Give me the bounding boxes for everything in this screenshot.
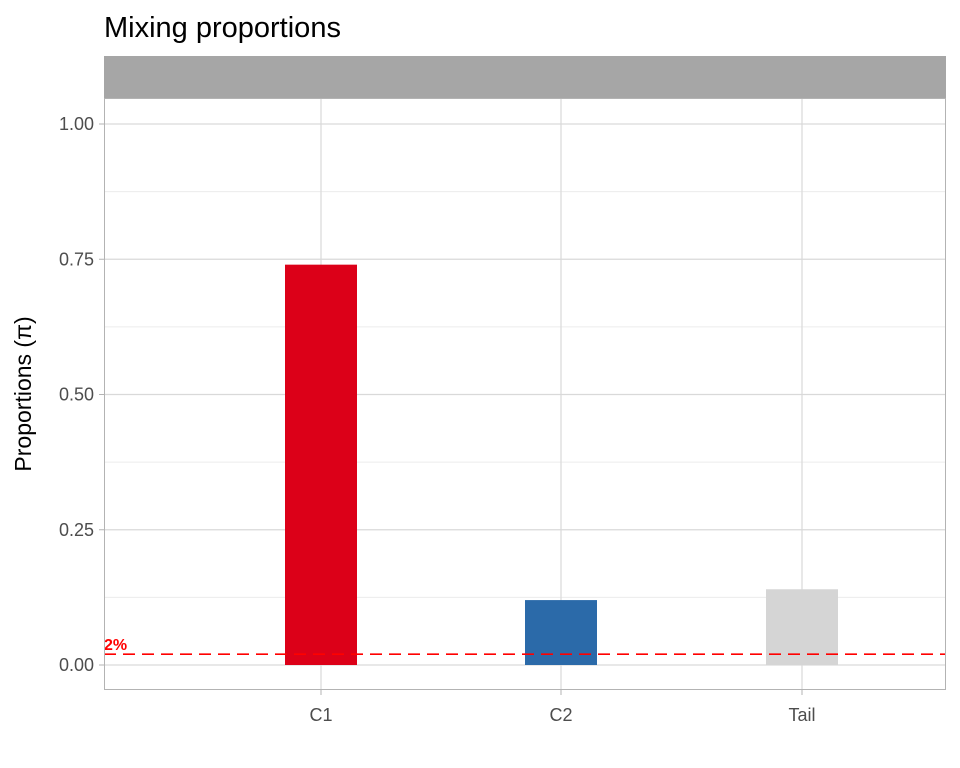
panel-border xyxy=(104,98,946,690)
bar-c1 xyxy=(285,264,357,665)
x-axis-ticks: C1 C2 Tail xyxy=(309,690,816,725)
y-tick-label: 0.75 xyxy=(59,249,94,269)
y-tick-label: 0.50 xyxy=(59,385,94,405)
bar-c2 xyxy=(525,600,597,665)
reference-line-label: 2% xyxy=(104,637,127,654)
facet-strip xyxy=(104,56,946,98)
bars xyxy=(285,264,838,665)
x-tick-label: Tail xyxy=(788,705,815,725)
chart-title: Mixing proportions xyxy=(104,12,341,44)
x-tick-label: C2 xyxy=(549,705,572,725)
reference-line-group: 2% xyxy=(104,637,946,655)
y-axis-ticks: 0.00 0.25 0.50 0.75 1.00 xyxy=(59,114,104,675)
y-tick-label: 1.00 xyxy=(59,114,94,134)
bar-tail xyxy=(766,589,838,665)
y-axis-title: Proportions (π) xyxy=(10,316,36,471)
plot-panel: 2% xyxy=(104,98,946,690)
y-tick-label: 0.25 xyxy=(59,520,94,540)
y-tick-label: 0.00 xyxy=(59,655,94,675)
x-tick-label: C1 xyxy=(309,705,332,725)
